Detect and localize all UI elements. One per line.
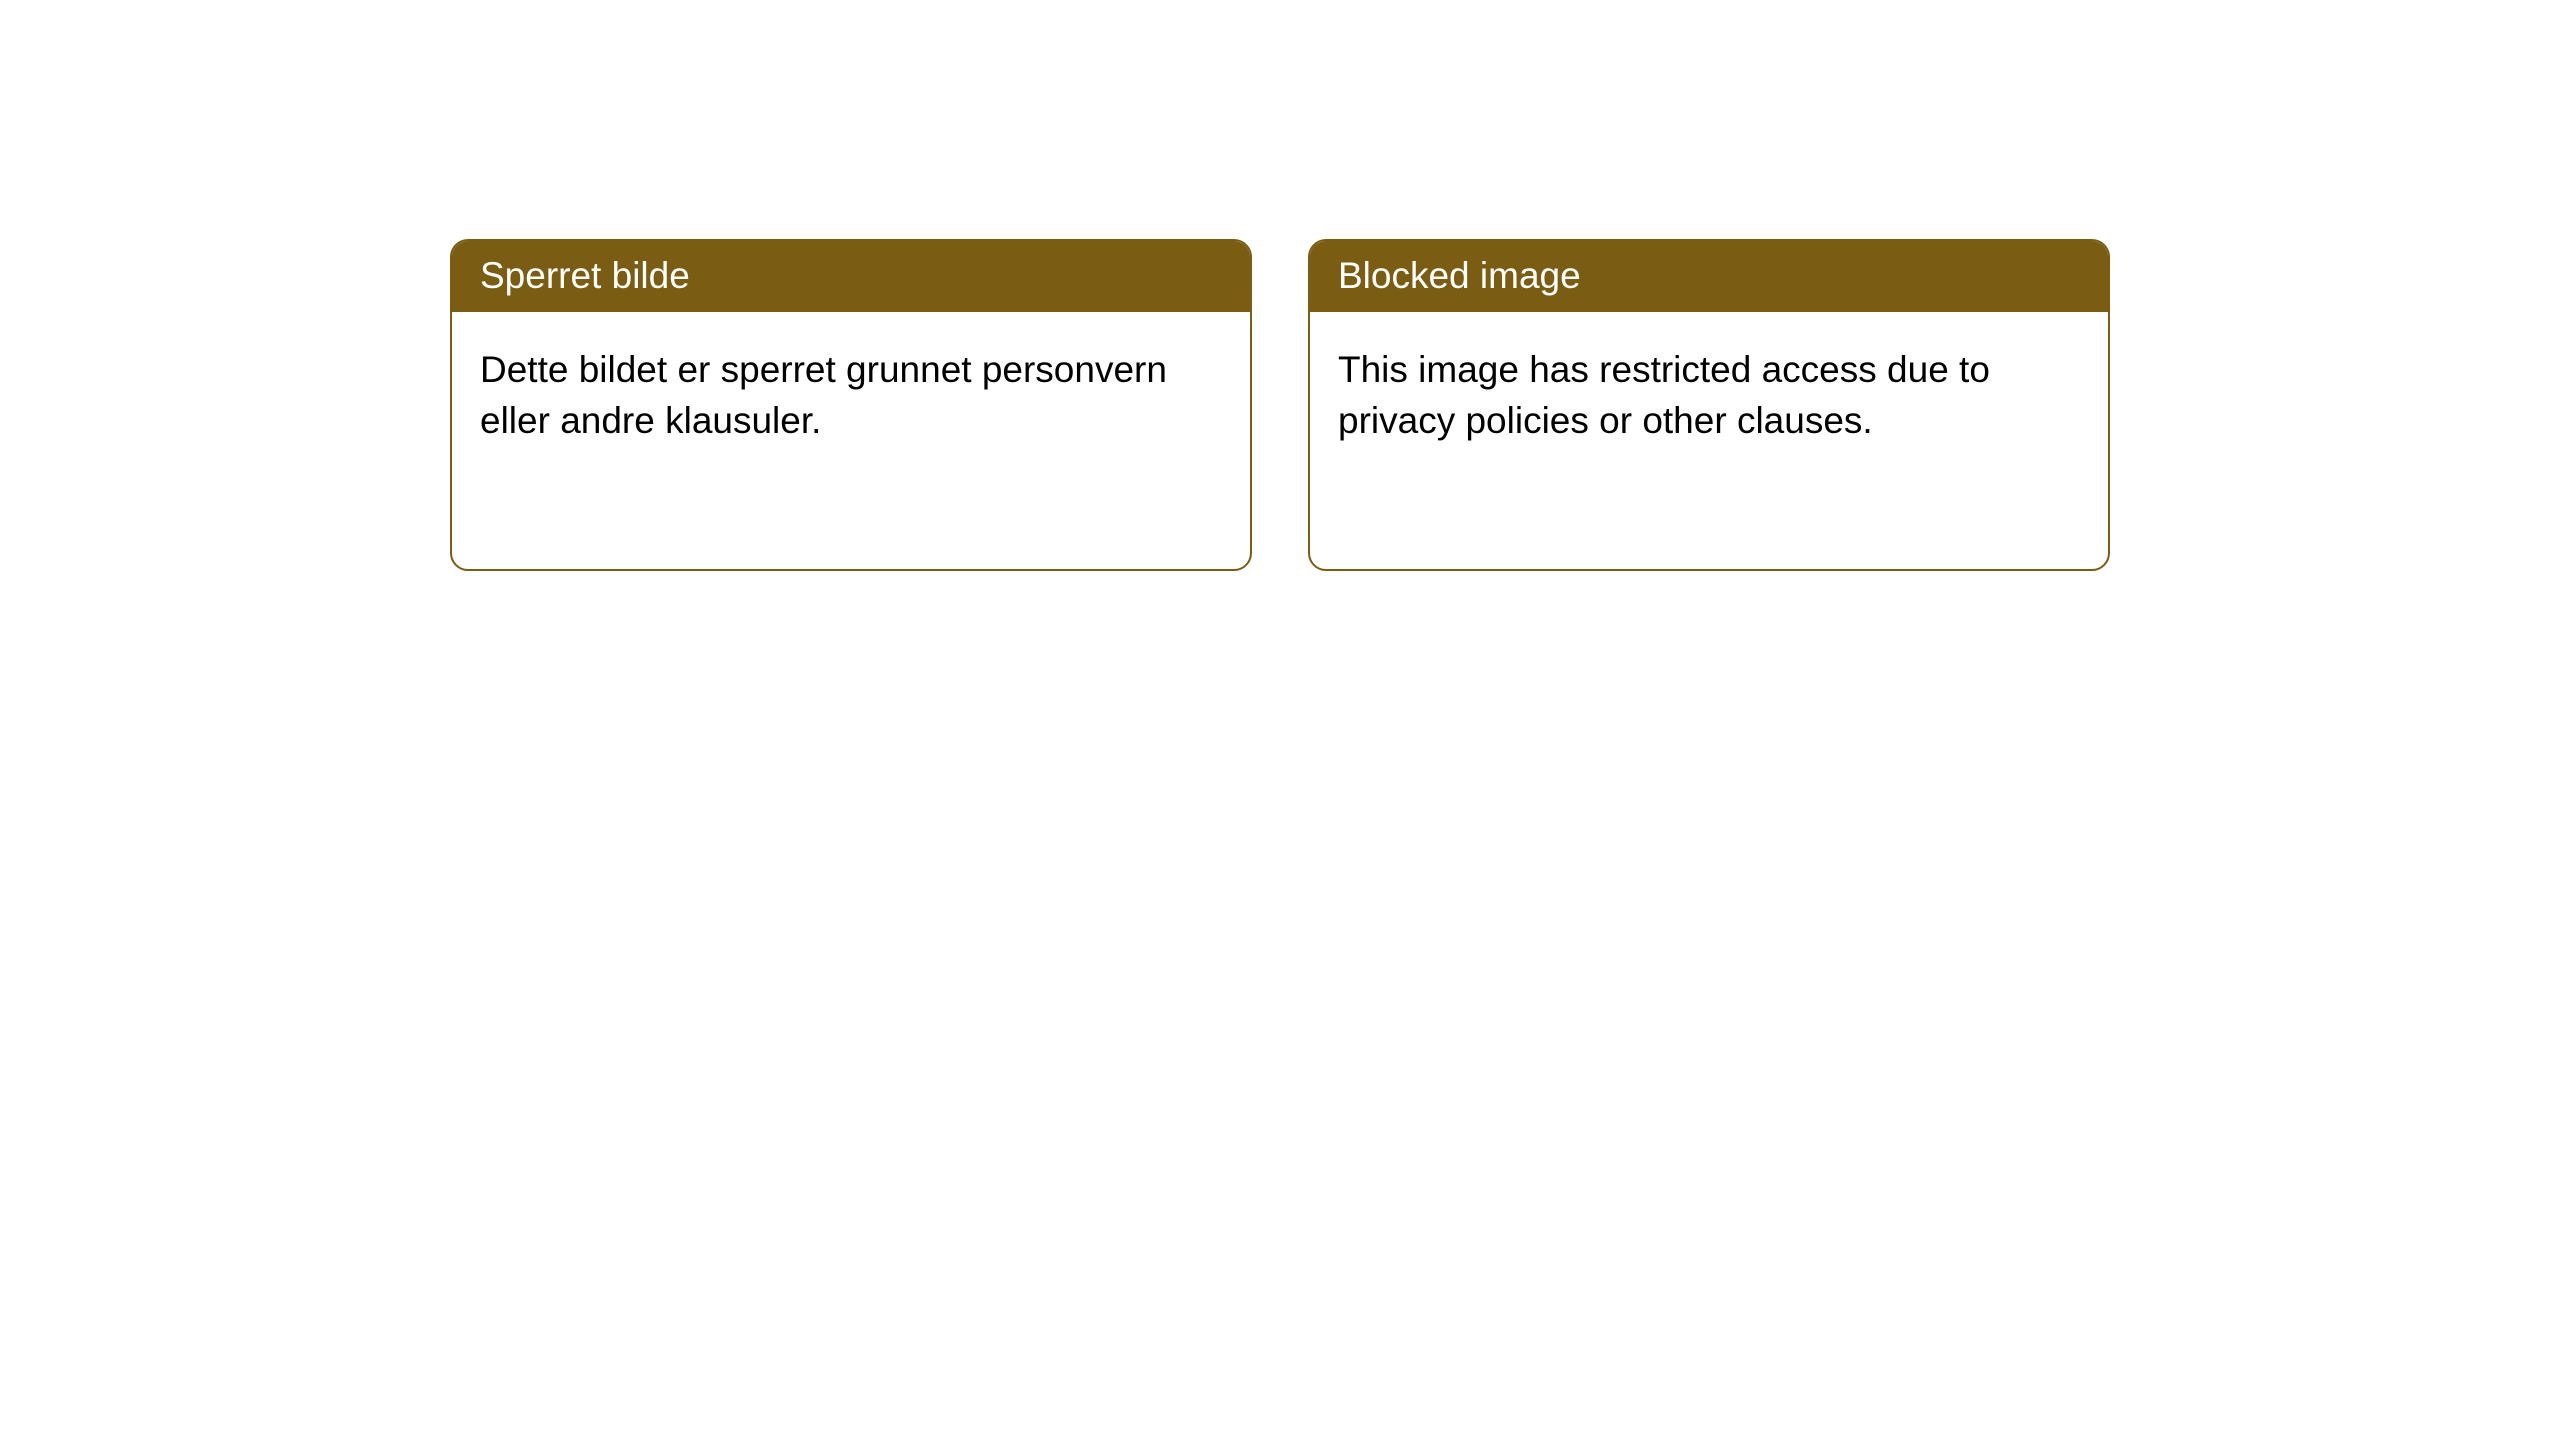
card-body-text: Dette bildet er sperret grunnet personve… [480,349,1167,442]
card-body: Dette bildet er sperret grunnet personve… [452,312,1250,480]
card-body: This image has restricted access due to … [1310,312,2108,480]
info-card-norwegian: Sperret bilde Dette bildet er sperret gr… [450,239,1252,571]
card-title: Sperret bilde [480,255,690,296]
card-body-text: This image has restricted access due to … [1338,349,1990,442]
info-card-english: Blocked image This image has restricted … [1308,239,2110,571]
card-header: Blocked image [1310,241,2108,312]
card-title: Blocked image [1338,255,1581,296]
card-header: Sperret bilde [452,241,1250,312]
info-cards-container: Sperret bilde Dette bildet er sperret gr… [450,239,2110,571]
